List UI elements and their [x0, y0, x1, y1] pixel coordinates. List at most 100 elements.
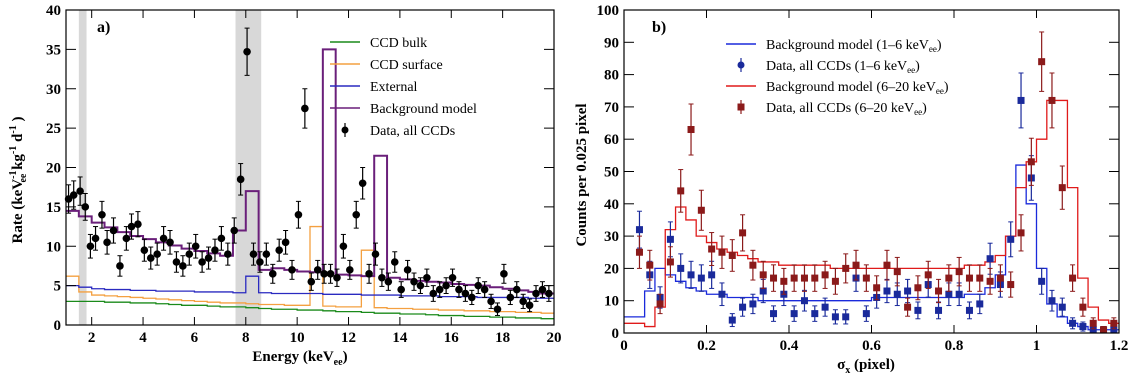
data-point: [146, 254, 155, 262]
data-point: [538, 285, 547, 294]
data-point: [780, 277, 788, 285]
data-point: [493, 305, 502, 314]
data-point: [749, 300, 757, 308]
data-point: [945, 290, 953, 298]
x-tick-label: 14: [392, 330, 408, 346]
data-point: [697, 206, 705, 214]
data-point: [1058, 303, 1066, 311]
data-point: [109, 226, 118, 235]
data-point: [800, 274, 808, 282]
data-point: [86, 242, 95, 251]
data-point: [1048, 297, 1056, 305]
data-point: [852, 261, 860, 269]
data-point: [487, 297, 495, 306]
y-tick-label: 25: [46, 121, 61, 137]
data-point: [480, 285, 489, 294]
data-point: [1007, 281, 1015, 289]
y-axis-label: Counts per 0.025 pixel: [574, 103, 590, 246]
data-point: [339, 242, 348, 251]
legend-label-3: Data, all CCDs (6–20 keVee): [766, 101, 927, 117]
data-point: [198, 258, 206, 266]
data-point: [435, 285, 444, 294]
data-point: [236, 175, 245, 184]
data-point: [127, 222, 136, 231]
data-point: [842, 313, 850, 321]
data-point: [288, 266, 296, 274]
data-point: [935, 287, 943, 295]
data-point: [986, 255, 994, 263]
y-tick-label: 70: [604, 100, 619, 116]
data-point: [739, 229, 747, 237]
data-point: [371, 250, 380, 258]
data-point: [986, 277, 994, 285]
panel-a-chart: 2 4 6 8 10 12 14 16 18 20 0 5 10 15 20 25 30 35 40 a) Energy…: [8, 3, 562, 368]
data-point: [159, 234, 168, 243]
data-point: [1038, 58, 1046, 66]
x-tick-label: 1.2: [1110, 338, 1129, 354]
data-point: [185, 250, 194, 258]
data-point: [1048, 96, 1056, 104]
x-tick-label: 0.8: [945, 338, 964, 354]
data-point: [862, 310, 870, 318]
data-point: [945, 274, 953, 282]
y-tick-label: 30: [604, 229, 619, 245]
y-tick-label: 35: [46, 42, 61, 58]
data-point: [718, 290, 726, 298]
data-point: [281, 238, 290, 247]
legend-swatch-1: [737, 61, 745, 69]
data-point: [403, 266, 412, 274]
legend-label-2: Background model (6–20 keVee): [766, 80, 949, 96]
y-tick-label: 30: [46, 82, 61, 98]
data-point: [976, 274, 984, 282]
legend-label-0: Background model (1–6 keVee): [766, 38, 942, 54]
shaded-band-1: [235, 10, 262, 325]
x-tick-label: 0: [620, 338, 628, 354]
data-point: [821, 303, 829, 311]
data-point: [140, 246, 149, 254]
data-point: [1017, 96, 1025, 104]
data-point: [506, 293, 515, 302]
data-point: [666, 235, 674, 243]
data-point: [1110, 319, 1118, 327]
data-point: [739, 303, 747, 311]
shaded-band-0: [78, 10, 87, 325]
data-point: [166, 238, 174, 247]
panel-label: a): [97, 19, 110, 36]
data-point: [122, 234, 131, 243]
legend-label-4: Data, all CCDs: [370, 124, 455, 139]
data-point: [346, 266, 354, 274]
data-point: [635, 226, 643, 234]
data-point: [429, 289, 438, 298]
data-point: [728, 316, 736, 324]
data-point: [646, 261, 654, 269]
legend-label-2: External: [370, 80, 418, 95]
data-point: [759, 271, 767, 279]
y-tick-label: 5: [54, 279, 62, 295]
data-point: [249, 250, 258, 258]
data-point: [1038, 277, 1046, 285]
data-point: [448, 273, 457, 282]
series-3-histogram: [66, 48, 554, 295]
data-point: [893, 290, 901, 298]
data-point: [256, 258, 264, 266]
data-point: [759, 287, 767, 295]
data-point: [217, 234, 226, 243]
x-axis-label: σx (pixel): [837, 357, 895, 376]
data-point: [914, 284, 922, 292]
data-point: [904, 303, 912, 311]
data-point: [708, 245, 716, 253]
y-tick-label: 80: [604, 68, 619, 84]
data-point: [1069, 274, 1077, 282]
data-point: [442, 281, 450, 290]
data-point: [116, 262, 124, 270]
data-point: [687, 126, 695, 134]
legend-swatch-4: [341, 126, 349, 134]
data-point: [1089, 326, 1097, 334]
data-point: [1079, 303, 1087, 311]
y-tick-label: 40: [604, 197, 619, 213]
data-point: [955, 268, 963, 276]
y-tick-label: 0: [54, 318, 62, 334]
data-point: [1069, 319, 1077, 327]
data-point: [461, 289, 470, 298]
data-point: [390, 258, 399, 266]
